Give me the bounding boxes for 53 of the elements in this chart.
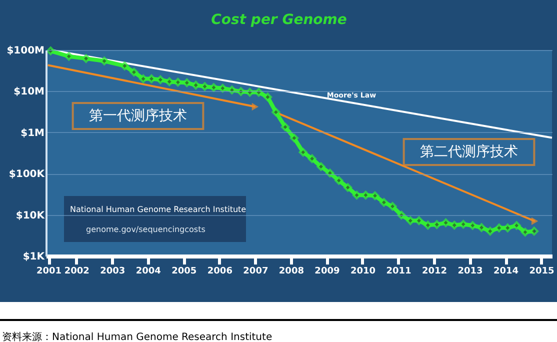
- point: [316, 162, 326, 171]
- point: [380, 198, 388, 207]
- x-tick-label: 2011: [386, 266, 412, 276]
- x-tick-label: 2008: [278, 266, 304, 276]
- x-tick-label: 2004: [136, 266, 161, 276]
- point: [82, 54, 90, 63]
- y-tick-label: $100M: [6, 46, 45, 56]
- point: [191, 80, 200, 90]
- annotation: 第二代测序技术: [420, 144, 518, 160]
- x-tick-label: 2005: [172, 266, 197, 276]
- x-tick-label: 2013: [458, 266, 483, 276]
- x-tick-label: 2012: [422, 266, 448, 276]
- point: [486, 226, 494, 236]
- point: [432, 220, 442, 229]
- point: [130, 68, 138, 77]
- x-tick-label: 2001: [36, 266, 62, 276]
- chart-title: Cost per Genome: [211, 12, 347, 28]
- point: [334, 176, 344, 185]
- annotation: genome.gov/sequencingcosts: [86, 225, 206, 234]
- point: [272, 108, 280, 117]
- x-tick-label: 2003: [100, 266, 126, 276]
- point: [450, 220, 459, 230]
- point: [477, 223, 486, 232]
- point: [263, 92, 272, 102]
- annotation: National Human Genome Research Institute: [70, 205, 246, 214]
- y-tick-label: $1M: [20, 128, 45, 139]
- x-tick-label: 2015: [529, 266, 554, 276]
- x-tick-label: 2007: [243, 266, 268, 276]
- y-tick-label: $10K: [16, 210, 46, 222]
- point: [46, 46, 56, 56]
- point: [290, 134, 299, 142]
- point: [228, 86, 236, 94]
- point: [280, 122, 290, 132]
- x-tick-label: 2010: [350, 266, 376, 276]
- point: [156, 75, 165, 84]
- point: [308, 154, 316, 164]
- point: [298, 148, 308, 157]
- point: [388, 202, 397, 211]
- x-tick-label: 2006: [207, 266, 232, 276]
- y-tick-label: $10M: [14, 86, 45, 98]
- text: 资料来源：National Human Genome Research Institute: [2, 331, 272, 342]
- x-tick-label: 2009: [314, 266, 340, 276]
- x-tick-label: 2014: [493, 266, 519, 276]
- y-tick-label: $1K: [22, 252, 46, 262]
- point: [397, 210, 406, 220]
- point: [64, 52, 74, 61]
- x-tick-label: 2002: [64, 266, 90, 276]
- point: [512, 221, 521, 230]
- y-tick-label: $100K: [8, 169, 46, 180]
- annotation: 第一代测序技术: [89, 108, 187, 124]
- point: [326, 168, 334, 178]
- point: [120, 62, 130, 70]
- point: [343, 183, 352, 192]
